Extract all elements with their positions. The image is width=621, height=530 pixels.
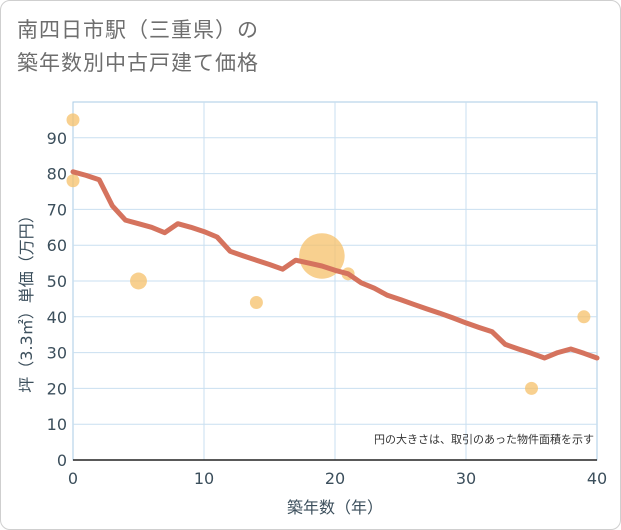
y-tick-label: 30 xyxy=(47,344,67,363)
average-price-line xyxy=(70,169,600,361)
y-tick-label: 10 xyxy=(47,415,67,434)
chart-title: 南四日市駅（三重県）の 築年数別中古戸建て価格 xyxy=(17,14,259,79)
x-tick-label: 0 xyxy=(68,469,78,488)
chart-title-line-1: 南四日市駅（三重県）の xyxy=(17,18,259,42)
data-point-bubble xyxy=(66,113,80,127)
y-tick-label: 40 xyxy=(47,308,67,327)
data-point-bubble xyxy=(577,310,591,324)
y-tick-label: 90 xyxy=(47,129,67,148)
x-axis-label: 築年数（年） xyxy=(287,498,383,517)
bubble-series xyxy=(66,113,591,395)
x-tick-label: 30 xyxy=(456,469,476,488)
y-tick-label: 60 xyxy=(47,236,67,255)
data-point-bubble xyxy=(249,295,263,309)
x-tick-label: 40 xyxy=(587,469,607,488)
y-tick-label: 80 xyxy=(47,165,67,184)
data-point-bubble xyxy=(525,381,538,395)
y-tick-label: 50 xyxy=(47,272,67,291)
y-tick-label: 0 xyxy=(57,451,67,470)
average-line-series xyxy=(70,169,600,361)
data-point-bubble xyxy=(130,272,147,290)
data-point-bubble xyxy=(66,174,80,188)
x-tick-label: 10 xyxy=(194,469,214,488)
y-tick-label: 70 xyxy=(47,200,67,219)
y-axis-label: 坪（3.3㎡）単価（万円） xyxy=(17,207,36,392)
y-tick-label: 20 xyxy=(47,379,67,398)
bubble-size-note: 円の大きさは、取引のあった物件面積を示す xyxy=(374,432,594,446)
x-axis-ticks: 0 10 20 30 40 xyxy=(68,469,607,488)
x-tick-label: 20 xyxy=(325,469,345,488)
y-axis-ticks: 0 10 20 30 40 50 60 70 80 90 xyxy=(47,129,67,470)
chart-title-line-2: 築年数別中古戸建て価格 xyxy=(17,50,259,75)
